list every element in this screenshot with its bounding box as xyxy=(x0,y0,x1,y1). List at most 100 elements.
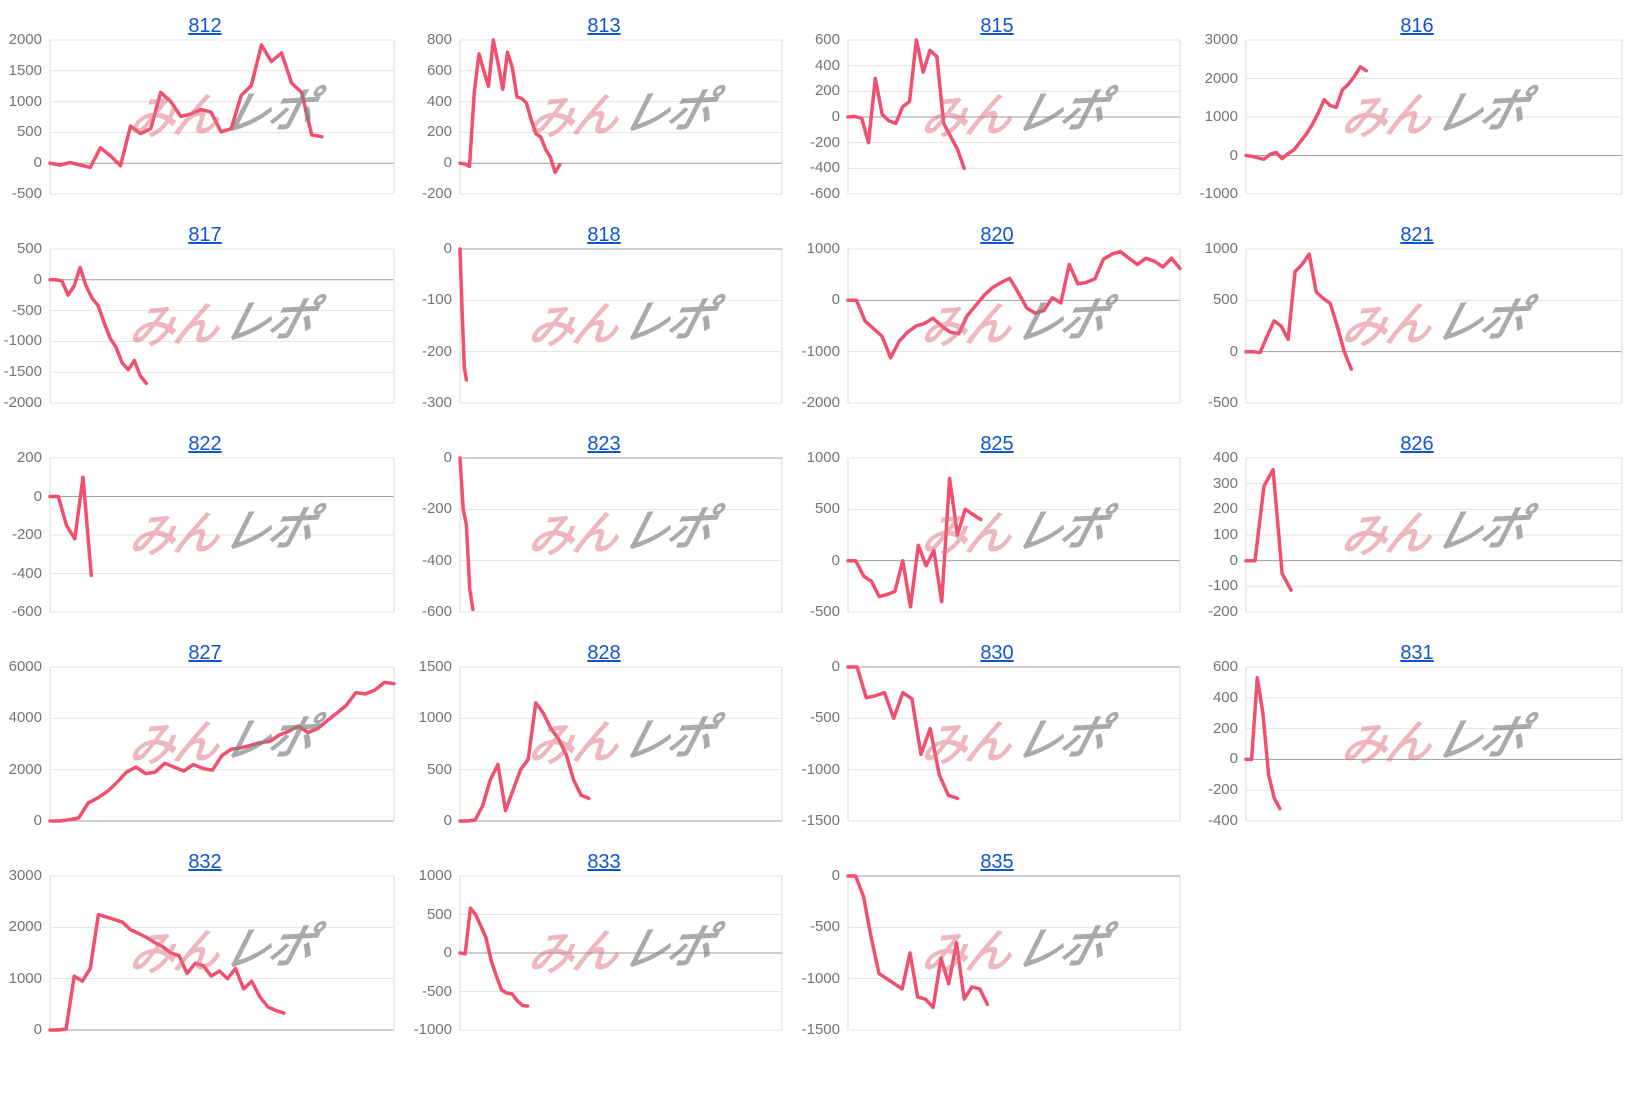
chart-title-link[interactable]: 821 xyxy=(1400,224,1434,246)
plot-area: みんレポ xyxy=(48,39,395,195)
y-tick-label: 0 xyxy=(443,812,452,829)
y-tick-label: 0 xyxy=(831,551,840,569)
y-tick-label: 0 xyxy=(33,487,42,505)
chart-area: 6000 4000 2000 0 みんレポ xyxy=(0,658,410,829)
chart-cell: 835 0 -500 -1000 -1500 みんレポ xyxy=(798,842,1196,1051)
y-tick-label: 600 xyxy=(426,61,452,79)
y-tick-label: -2000 xyxy=(801,394,840,411)
chart-title-row: 812 xyxy=(0,6,410,40)
plot-area: みんレポ xyxy=(48,875,395,1032)
line-chart-svg xyxy=(1244,39,1623,195)
plot-area: みんレポ xyxy=(458,456,783,613)
y-tick-label: 4000 xyxy=(8,709,42,727)
chart-cell: 832 3000 2000 1000 0 みんレポ xyxy=(0,842,410,1051)
y-tick-label: -1000 xyxy=(801,760,840,778)
chart-title-link[interactable]: 827 xyxy=(188,642,222,664)
chart-area: 600 400 200 0 -200 -400 みんレポ xyxy=(1196,658,1638,829)
chart-area: 2000 1500 1000 500 0 -500 みんレポ xyxy=(0,31,410,202)
chart-area: 0 -500 -1000 -1500 みんレポ xyxy=(798,658,1196,829)
line-chart-svg xyxy=(458,38,783,195)
y-tick-label: 0 xyxy=(831,658,840,675)
y-tick-label: 0 xyxy=(443,944,452,961)
chart-area: 1000 500 0 -500 みんレポ xyxy=(1196,240,1638,411)
chart-title-link[interactable]: 820 xyxy=(980,224,1014,246)
y-tick-label: 1000 xyxy=(1204,240,1238,257)
y-axis-labels: 1000 500 0 -500 xyxy=(1196,240,1246,411)
chart-cell: 813 800 600 400 200 0 -200 みんレポ xyxy=(410,6,798,215)
y-tick-label: 500 xyxy=(1212,291,1238,309)
chart-cell: 830 0 -500 -1000 -1500 みんレポ xyxy=(798,633,1196,842)
plot-area: みんレポ xyxy=(458,38,783,195)
y-tick-label: -200 xyxy=(11,526,42,543)
chart-title-row: 815 xyxy=(798,6,1196,40)
y-tick-label: 0 xyxy=(1229,146,1238,164)
y-tick-label: 1500 xyxy=(8,61,42,79)
y-axis-labels: 6000 4000 2000 0 xyxy=(0,658,50,829)
chart-title-link[interactable]: 812 xyxy=(188,15,222,37)
chart-cell: 818 0 -100 -200 -300 みんレポ xyxy=(410,215,798,424)
y-tick-label: 300 xyxy=(1212,474,1238,492)
y-axis-labels: 1000 500 0 -500 -1000 xyxy=(410,867,460,1038)
chart-cell: 821 1000 500 0 -500 みんレポ xyxy=(1196,215,1638,424)
y-tick-label: 0 xyxy=(443,154,452,172)
line-chart-svg xyxy=(846,665,1181,822)
y-tick-label: -1000 xyxy=(801,969,840,987)
y-tick-label: 3000 xyxy=(8,867,42,884)
y-tick-label: 0 xyxy=(1229,342,1238,360)
plot-area: みんレポ xyxy=(1244,39,1623,195)
plot-area: みんレポ xyxy=(846,457,1181,613)
y-tick-label: -500 xyxy=(1207,394,1238,411)
y-tick-label: 0 xyxy=(33,1021,42,1038)
y-tick-label: 1000 xyxy=(806,449,840,466)
y-tick-label: 500 xyxy=(814,500,840,518)
y-tick-label: 200 xyxy=(16,449,42,466)
chart-cell: 833 1000 500 0 -500 -1000 みんレポ xyxy=(410,842,798,1051)
y-tick-label: -500 xyxy=(809,603,840,620)
chart-title-link[interactable]: 833 xyxy=(587,851,621,873)
y-axis-labels: 3000 2000 1000 0 xyxy=(0,867,50,1038)
chart-cell: 815 600 400 200 0 -200 -400 -600 みんレポ xyxy=(798,6,1196,215)
line-chart-svg xyxy=(48,666,396,823)
chart-area: 500 0 -500 -1000 -1500 -2000 みんレポ xyxy=(0,240,410,411)
chart-title-link[interactable]: 818 xyxy=(587,224,621,246)
y-axis-labels: 500 0 -500 -1000 -1500 -2000 xyxy=(0,240,50,411)
y-tick-label: -400 xyxy=(809,159,840,177)
chart-title-link[interactable]: 817 xyxy=(188,224,222,246)
chart-title-link[interactable]: 825 xyxy=(980,433,1014,455)
chart-title-link[interactable]: 826 xyxy=(1400,433,1434,455)
chart-title-link[interactable]: 815 xyxy=(980,15,1014,37)
chart-cell: 812 2000 1500 1000 500 0 -500 みんレポ xyxy=(0,6,410,215)
chart-title-link[interactable]: 822 xyxy=(188,433,222,455)
y-tick-label: 600 xyxy=(1212,658,1238,675)
y-tick-label: 600 xyxy=(814,31,840,48)
y-tick-label: -200 xyxy=(809,133,840,151)
y-tick-label: 400 xyxy=(814,56,840,74)
chart-cell: 825 1000 500 0 -500 みんレポ xyxy=(798,424,1196,633)
chart-title-link[interactable]: 835 xyxy=(980,851,1014,873)
y-axis-labels: 600 400 200 0 -200 -400 xyxy=(1196,658,1246,829)
chart-cell: 822 200 0 -200 -400 -600 みんレポ xyxy=(0,424,410,633)
chart-cell: 823 0 -200 -400 -600 みんレポ xyxy=(410,424,798,633)
y-tick-label: -200 xyxy=(421,500,452,518)
chart-title-link[interactable]: 831 xyxy=(1400,642,1434,664)
line-chart-svg xyxy=(846,874,1181,1031)
chart-title-link[interactable]: 828 xyxy=(587,642,621,664)
chart-title-link[interactable]: 813 xyxy=(587,15,621,37)
y-tick-label: -300 xyxy=(421,394,452,411)
plot-area: みんレポ xyxy=(458,247,783,404)
plot-area: みんレポ xyxy=(1244,248,1623,404)
chart-title-link[interactable]: 823 xyxy=(587,433,621,455)
chart-title-link[interactable]: 816 xyxy=(1400,15,1434,37)
chart-title-link[interactable]: 830 xyxy=(980,642,1014,664)
chart-title-row: 830 xyxy=(798,633,1196,667)
chart-title-row: 828 xyxy=(410,633,798,667)
charts-grid: 812 2000 1500 1000 500 0 -500 みんレポ 813 800 600… xyxy=(0,6,1638,1051)
y-axis-labels: 200 0 -200 -400 -600 xyxy=(0,449,50,620)
y-tick-label: 0 xyxy=(33,154,42,172)
chart-cell: 827 6000 4000 2000 0 みんレポ xyxy=(0,633,410,842)
y-tick-label: -1500 xyxy=(3,363,42,381)
y-tick-label: -1500 xyxy=(801,1021,840,1038)
y-tick-label: 1000 xyxy=(8,969,42,987)
chart-area: 1000 500 0 -500 みんレポ xyxy=(798,449,1196,620)
chart-title-link[interactable]: 832 xyxy=(188,851,222,873)
